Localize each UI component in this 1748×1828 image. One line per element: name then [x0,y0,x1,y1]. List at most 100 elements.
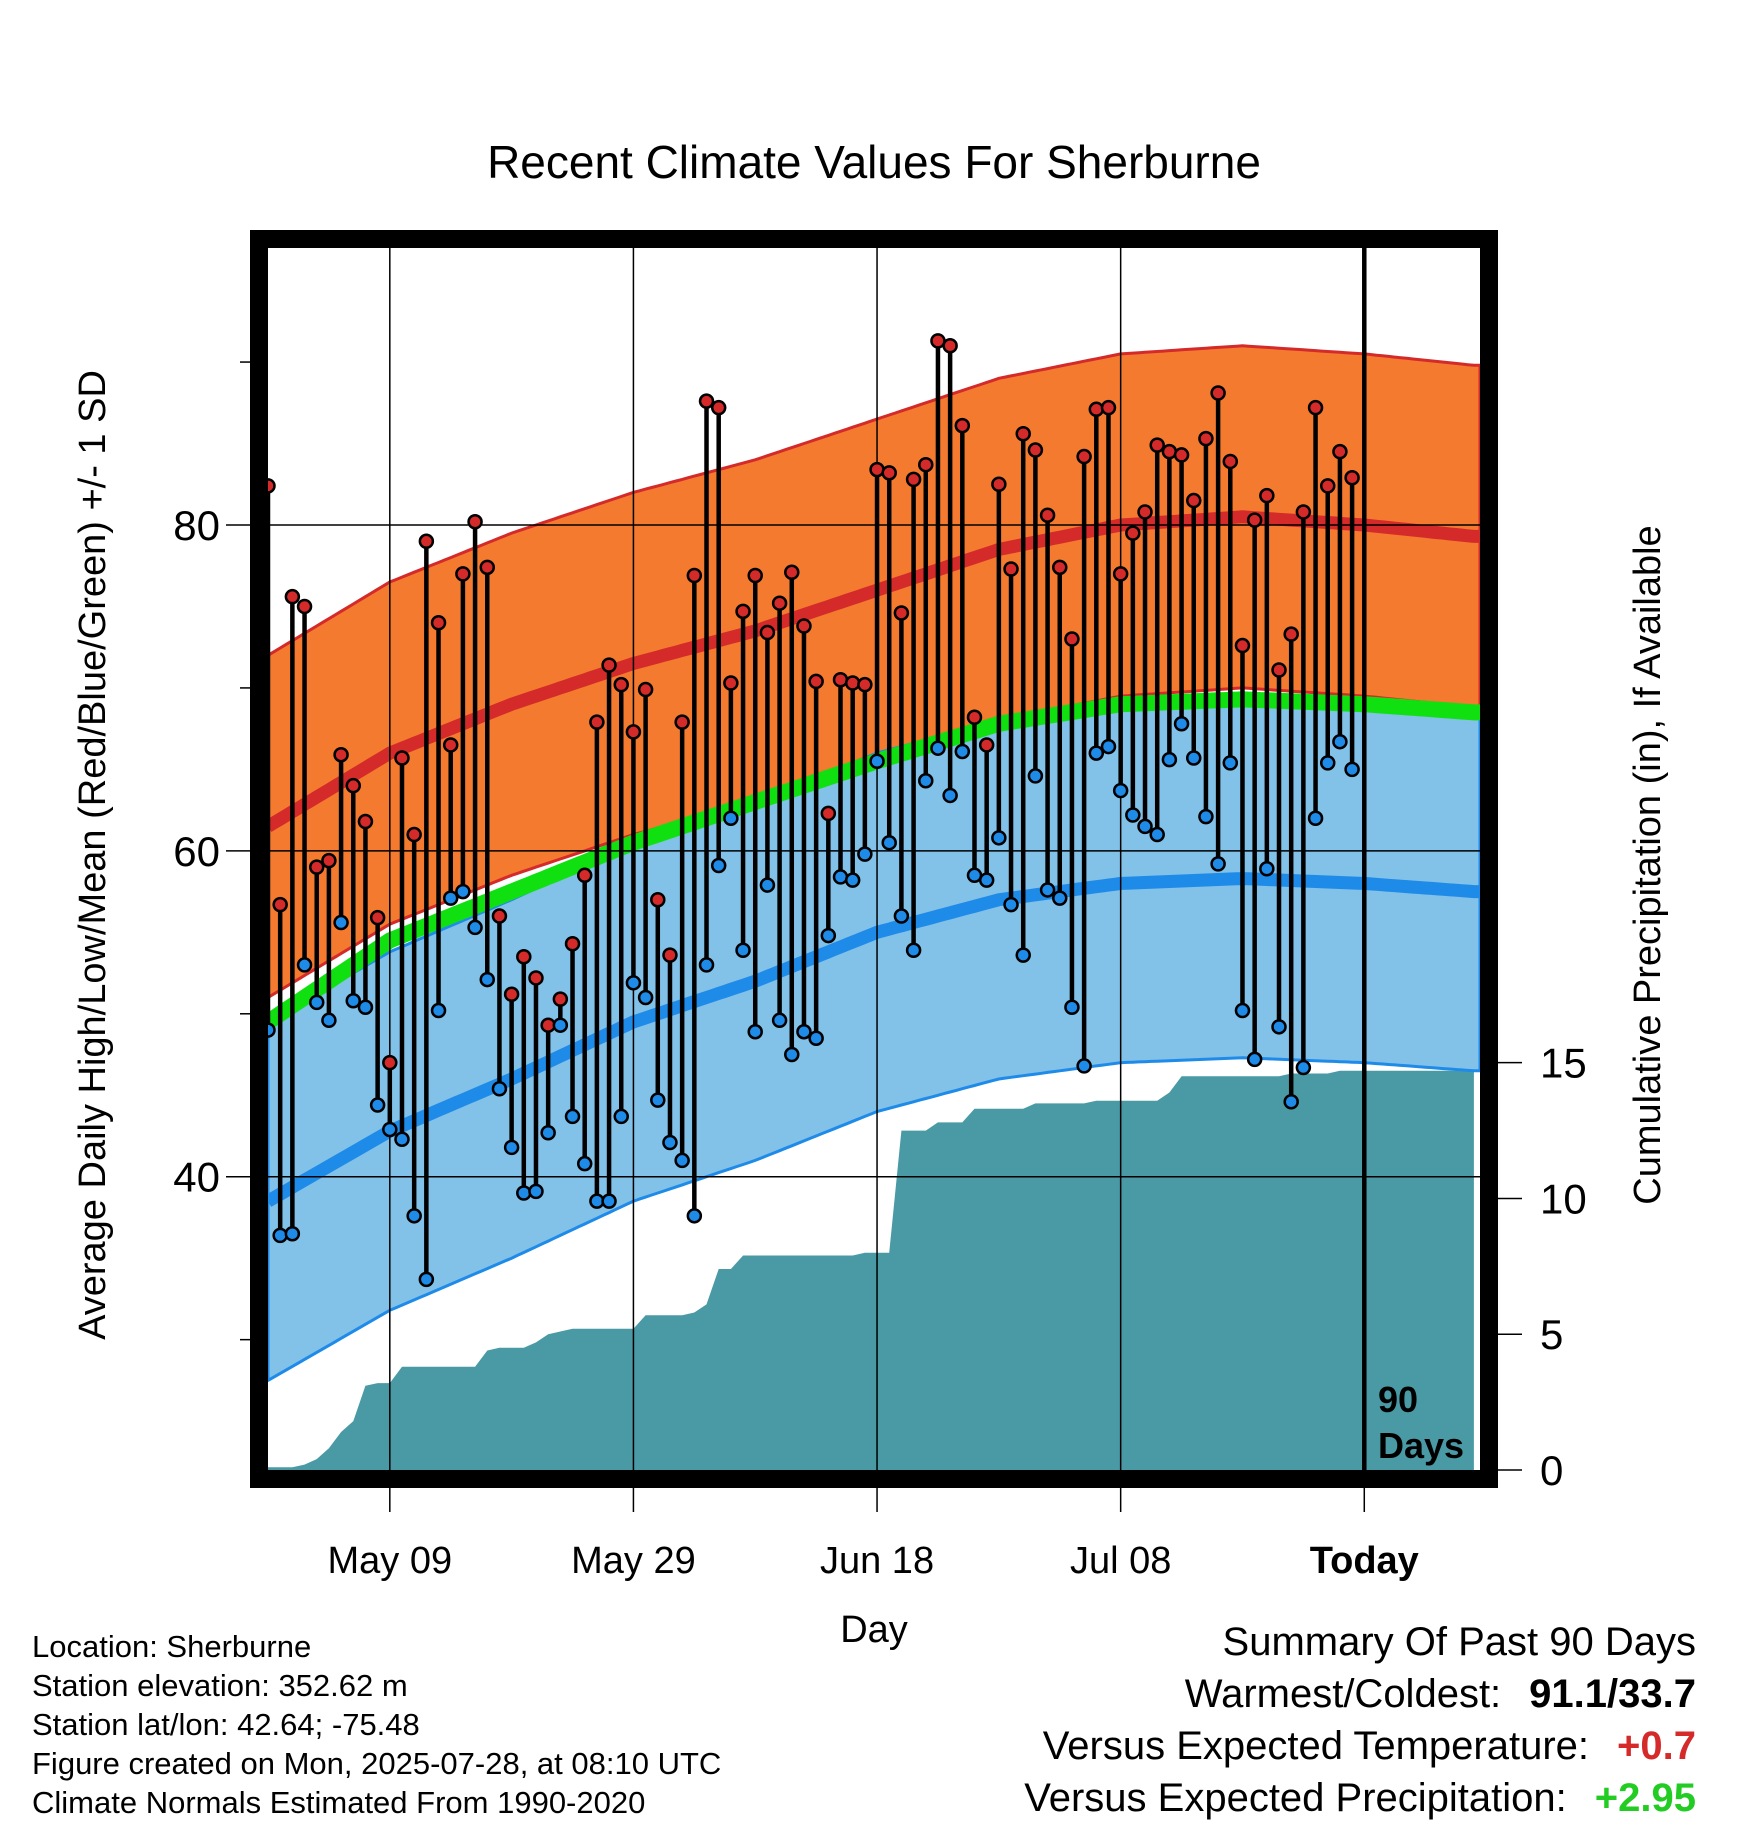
low-point [564,1108,581,1125]
y2-tick-label: 5 [1540,1311,1563,1358]
low-point [1137,818,1153,835]
high-point [698,393,715,409]
low-point [1222,755,1239,771]
summary-heading: Summary Of Past 90 Days [1222,1620,1696,1664]
warm-cold-value: 91.1/33.7 [1529,1672,1696,1716]
low-point [1125,807,1141,823]
low-point [418,1271,435,1288]
y-tick-label: 40 [173,1154,220,1201]
low-point [1027,768,1044,784]
y2-tick-label: 15 [1540,1040,1587,1087]
low-point [345,993,362,1009]
high-point [1210,385,1226,401]
low-point [540,1124,556,1141]
high-point [613,676,629,693]
precip-label: Versus Expected Precipitation: [1024,1776,1567,1820]
high-point [918,456,934,473]
summary-precip-row: Versus Expected Precipitation: +2.95 [1024,1776,1696,1821]
high-point [333,746,349,763]
temp-label: Versus Expected Temperature: [1042,1724,1590,1768]
high-point [1198,430,1214,447]
high-point [625,724,642,740]
info-elevation: Station elevation: 352.62 m [32,1668,408,1703]
period-marker-line2: Days [1378,1425,1464,1466]
high-point [552,991,569,1007]
high-point [723,675,739,691]
low-point [1161,751,1178,768]
x-tick-label: Jun 18 [820,1540,934,1582]
low-point [333,914,349,931]
high-point [467,513,483,530]
low-point [1295,1059,1312,1076]
high-point [1259,487,1275,504]
y-tick-label: 60 [173,828,220,875]
high-point [455,566,471,582]
low-point [357,999,374,1016]
high-point [1332,443,1348,460]
low-point [455,883,471,900]
low-point [479,971,496,988]
low-point [747,1023,763,1040]
high-point [1015,425,1031,442]
low-point [321,1012,337,1029]
high-point [576,867,593,884]
x-tick-label: Today [1310,1540,1419,1582]
high-point [357,813,374,830]
high-point [601,657,617,673]
high-point [1003,561,1019,577]
high-point [857,676,873,693]
x-tick-label: May 09 [327,1540,452,1582]
high-point [966,709,983,725]
low-point [406,1208,422,1224]
high-point [589,714,605,730]
low-point [674,1152,690,1169]
low-point [869,753,885,769]
high-point [1076,448,1092,465]
low-point [710,857,727,874]
low-point [1332,733,1348,750]
high-point [796,618,812,634]
low-point [1246,1051,1263,1068]
low-point [1149,826,1165,843]
high-point [686,567,703,584]
low-point [881,834,897,851]
high-point [650,891,666,908]
high-point [406,826,422,843]
low-point [272,1227,288,1244]
chart-title: Recent Climate Values For Sherburne [487,136,1261,188]
high-point [820,805,837,822]
high-point [844,675,861,691]
low-point [808,1030,824,1046]
plot-frame [250,230,1498,1488]
high-point [1295,504,1312,520]
low-point [771,1012,788,1029]
high-point [1173,447,1190,463]
high-point [272,896,288,913]
low-point [552,1017,569,1033]
high-point [1222,453,1239,470]
summary-warm-cold-row: Warmest/Coldest: 91.1/33.7 [1185,1672,1696,1717]
high-point [905,471,922,488]
high-point [747,567,763,584]
precip-value: +2.95 [1594,1776,1696,1820]
low-point [954,743,971,760]
low-point [1076,1058,1092,1074]
high-point [662,947,678,963]
high-point [759,624,776,641]
y2-tick-label: 0 [1540,1447,1563,1494]
y2-axis-label: Cumulative Precipitation (in), If Availa… [1627,525,1669,1204]
period-marker-label: 90 Days [1378,1379,1464,1466]
low-point [1064,999,1080,1016]
high-point [1319,478,1336,494]
high-point [784,564,800,580]
high-point [1344,469,1360,486]
low-point [698,957,715,973]
low-point [1198,808,1214,825]
high-point [1088,401,1105,418]
x-tick-label: Jul 08 [1070,1540,1171,1582]
y-axis-label: Average Daily High/Low/Mean (Red/Blue/Gr… [72,370,114,1340]
high-point [1039,507,1056,523]
low-point [369,1097,386,1113]
high-point [771,595,788,611]
